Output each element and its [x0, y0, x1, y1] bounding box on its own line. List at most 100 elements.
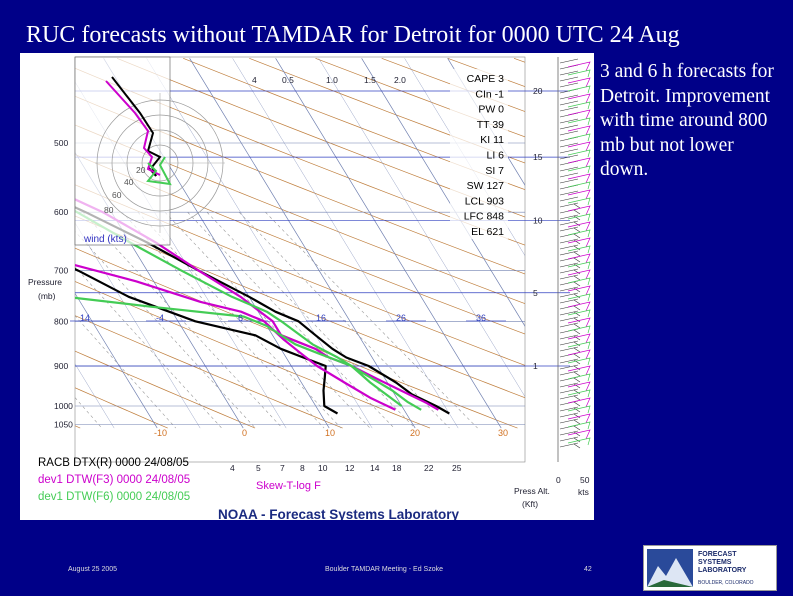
height-tick-label: 1 [533, 361, 538, 371]
wind-barb [559, 94, 579, 100]
wind-barb-magenta [567, 125, 591, 136]
slide-notes: 3 and 6 h forecasts for Detroit. Improve… [600, 61, 774, 180]
wind-barb-green [567, 405, 591, 414]
dry-adiabat [75, 281, 431, 429]
index-value: EL 621 [471, 226, 504, 238]
wind-barb-green [567, 357, 591, 366]
wind-barb-green [567, 101, 591, 110]
wind-barb-green [567, 229, 591, 238]
wind-barb-green [567, 389, 591, 398]
mixing-ratio-label: 8 [300, 463, 305, 473]
dry-adiabat [75, 425, 81, 429]
series-2-temperature [75, 198, 439, 411]
skew-label: Skew-T-log F [256, 480, 321, 492]
wind-barb-magenta [567, 349, 591, 360]
hodograph-ring-label: 40 [124, 177, 134, 187]
wind-barb-magenta [567, 61, 591, 72]
skew-t-chart: 20 40 60 80 wind (kts) 20 15 10 5 1 500 600 700 800 9… [20, 53, 594, 520]
wind-barb-green [567, 69, 591, 78]
mixing-ratio-label: 10 [318, 463, 328, 473]
wind-barb [559, 412, 581, 419]
index-value: CAPE 3 [467, 73, 505, 85]
wind-barb-green [567, 149, 591, 158]
wind-axis-tick: 50 [580, 475, 590, 485]
height-axis-unit: (Kft) [522, 499, 538, 509]
wind-barb [559, 166, 579, 172]
wind-barb [559, 424, 581, 431]
isotherm-label: -10 [154, 428, 167, 438]
wind-barb-green [567, 261, 591, 270]
hodograph-frame [74, 56, 171, 246]
wind-barb-magenta [567, 221, 591, 232]
dry-adiabat [75, 67, 525, 246]
wind-barb [559, 82, 579, 88]
wind-barb-green [567, 293, 591, 302]
wind-barb-green [567, 197, 591, 206]
mixing-ratio-label: 14 [370, 463, 380, 473]
index-value: PW 0 [478, 104, 504, 116]
dry-adiabat [75, 95, 525, 275]
mixing-ratio-top-label: 4 [252, 75, 257, 85]
dry-adiabat [75, 154, 525, 335]
wind-barb [559, 226, 581, 233]
wind-barb [559, 58, 579, 64]
wind-barb [559, 100, 579, 106]
wind-barb [559, 346, 581, 353]
mountain-logo-icon [647, 549, 693, 587]
isotherm [404, 58, 525, 256]
wind-barb [559, 430, 581, 437]
wind-barb [559, 310, 581, 317]
height-tick-label: 20 [533, 86, 543, 96]
wind-barb-magenta [567, 381, 591, 392]
wind-barb-green [567, 85, 591, 94]
hodograph-ring-label: 60 [112, 190, 122, 200]
mixing-ratio-line [82, 211, 283, 429]
isotherm [189, 58, 416, 429]
fsl-logo: FORECAST SYSTEMS LABORATORY BOULDER, COL… [643, 545, 777, 591]
isotherm-label: 30 [498, 428, 508, 438]
wind-axis-tick: 0 [556, 475, 561, 485]
mixing-ratio-label: 5 [256, 463, 261, 473]
isotherm [361, 58, 525, 327]
wind-barb [559, 214, 581, 221]
wind-barb-magenta [567, 253, 591, 264]
wind-barb-magenta [567, 317, 591, 328]
wind-barb-magenta [567, 109, 591, 120]
isotherm [318, 58, 525, 397]
legend-entry-3: dev1 DTW(F6) 0000 24/08/05 [38, 491, 190, 503]
wind-barb [559, 250, 581, 257]
dry-adiabat [116, 57, 525, 218]
wind-barb-magenta [567, 301, 591, 312]
mixing-ratio-line [75, 397, 103, 429]
hodograph-label: wind (kts) [83, 234, 127, 245]
series-1-dewpoint [75, 267, 339, 415]
wind-barb [559, 352, 581, 359]
series-2-dewpoint [75, 264, 396, 411]
isotherm [275, 58, 502, 429]
wind-barb [559, 304, 581, 311]
index-value: KI 11 [480, 134, 504, 146]
dry-adiabat [75, 247, 518, 429]
wind-barb [559, 370, 581, 377]
isotherm [75, 292, 158, 429]
index-value: SI 7 [485, 165, 504, 177]
wind-barb-magenta [567, 189, 591, 200]
wind-barb [559, 268, 581, 275]
wind-barb-magenta [567, 237, 591, 248]
wind-barb [559, 70, 579, 76]
wind-barb [559, 292, 581, 299]
isotherm-f-label: 6 [238, 313, 243, 323]
wind-barb [559, 232, 581, 239]
mixing-ratio-label: 18 [392, 463, 402, 473]
mixing-ratio-line [121, 211, 325, 429]
wind-barb [559, 316, 581, 323]
isotherm-f-label: 36 [476, 313, 486, 323]
mixing-ratio-top-label: 0.5 [282, 75, 294, 85]
wind-barb [559, 190, 579, 196]
wind-barb-magenta [567, 157, 591, 168]
mixing-ratio-top-label: 1.5 [364, 75, 376, 85]
mixing-ratio-line [75, 315, 177, 429]
credit-label: NOAA - Forecast Systems Laboratory [218, 507, 460, 520]
mixing-ratio-line [187, 211, 395, 429]
isotherm [232, 58, 459, 429]
